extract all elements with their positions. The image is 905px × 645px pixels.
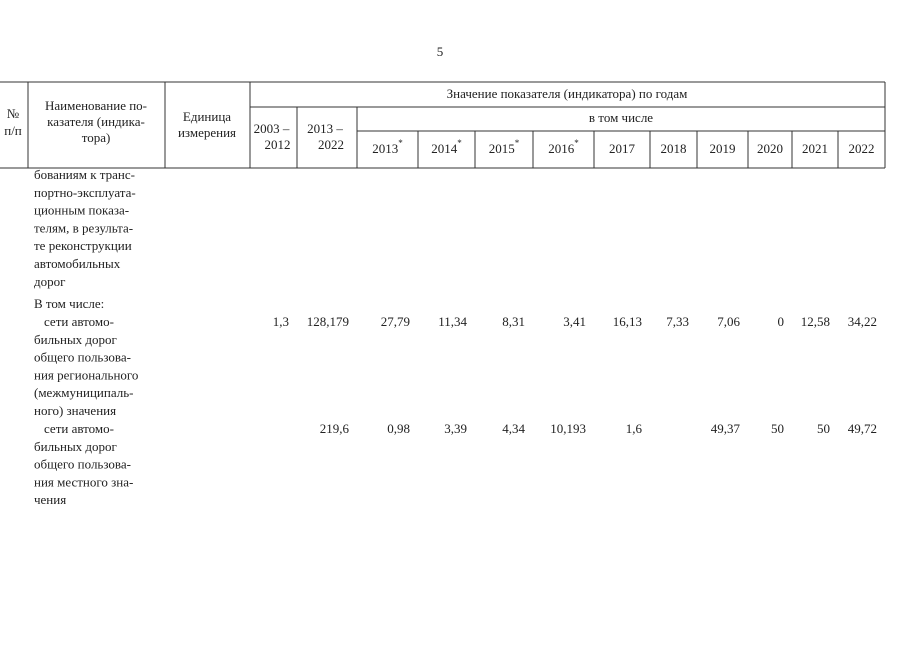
header-period: 2012 bbox=[265, 137, 291, 152]
cell-value: 3,41 bbox=[563, 314, 586, 329]
cell-value: 50 bbox=[817, 421, 830, 436]
cell-value: 3,39 bbox=[444, 421, 467, 436]
cell-value: 8,31 bbox=[502, 314, 525, 329]
row-name: бованиям к транс- bbox=[34, 167, 135, 182]
year-text: 2015 bbox=[489, 141, 515, 156]
header-year: 2017 bbox=[609, 141, 636, 156]
cell-value: 49,72 bbox=[848, 421, 877, 436]
page-number: 5 bbox=[437, 44, 444, 59]
year-note: * bbox=[574, 138, 579, 148]
row-name: ного) значения bbox=[34, 403, 116, 418]
row-name: дорог bbox=[34, 274, 65, 289]
year-note: * bbox=[457, 138, 462, 148]
cell-value: 11,34 bbox=[438, 314, 467, 329]
cell-value: 1,3 bbox=[273, 314, 289, 329]
cell-value: 49,37 bbox=[711, 421, 741, 436]
header-name: казателя (индика- bbox=[47, 114, 145, 129]
year-text: 2017 bbox=[609, 141, 636, 156]
header-year: 2022 bbox=[849, 141, 875, 156]
year-text: 2016 bbox=[548, 141, 575, 156]
year-text: 2014 bbox=[431, 141, 458, 156]
header-year: 2019 bbox=[710, 141, 736, 156]
row-name: телям, в результа- bbox=[34, 220, 133, 235]
row-name: сети автомо- bbox=[44, 314, 114, 329]
cell-value: 4,34 bbox=[502, 421, 525, 436]
cell-value: 16,13 bbox=[613, 314, 642, 329]
header-year: 2016* bbox=[548, 138, 579, 156]
header-period: 2003 – bbox=[254, 121, 290, 136]
header-unit: измерения bbox=[178, 125, 236, 140]
header-year: 2020 bbox=[757, 141, 783, 156]
row-name: портно-эксплуата- bbox=[34, 185, 136, 200]
year-note: * bbox=[515, 138, 520, 148]
header-year: 2018 bbox=[661, 141, 687, 156]
cell-value: 0 bbox=[778, 314, 785, 329]
cell-value: 128,179 bbox=[307, 314, 349, 329]
header-year: 2014* bbox=[431, 138, 462, 156]
year-text: 2021 bbox=[802, 141, 828, 156]
header-number: № bbox=[7, 106, 19, 121]
row-name: ния местного зна- bbox=[34, 474, 133, 489]
row-name: бильных дорог bbox=[34, 332, 117, 347]
year-text: 2018 bbox=[661, 141, 687, 156]
row-name: бильных дорог bbox=[34, 439, 117, 454]
row-name: ционным показа- bbox=[34, 203, 129, 218]
header-period: 2013 – bbox=[307, 121, 343, 136]
header-subgroup: в том числе bbox=[589, 110, 653, 125]
row-name: те реконструкции bbox=[34, 238, 132, 253]
row-name: (межмуниципаль- bbox=[34, 385, 133, 400]
row-name: общего пользова- bbox=[34, 457, 131, 472]
year-text: 2022 bbox=[849, 141, 875, 156]
year-text: 2019 bbox=[710, 141, 736, 156]
cell-value: 1,6 bbox=[626, 421, 643, 436]
cell-value: 219,6 bbox=[320, 421, 350, 436]
table-rules bbox=[0, 81, 886, 169]
header-period: 2022 bbox=[318, 137, 344, 152]
cell-value: 27,79 bbox=[381, 314, 410, 329]
header-year: 2021 bbox=[802, 141, 828, 156]
header-year: 2013* bbox=[372, 138, 403, 156]
row-name: сети автомо- bbox=[44, 421, 114, 436]
row-name: чения bbox=[34, 492, 66, 507]
year-note: * bbox=[398, 138, 403, 148]
cell-value: 50 bbox=[771, 421, 784, 436]
cell-value: 34,22 bbox=[848, 314, 877, 329]
row-name: В том числе: bbox=[34, 296, 104, 311]
year-text: 2013 bbox=[372, 141, 398, 156]
row-name: автомобильных bbox=[34, 256, 121, 271]
cell-value: 7,06 bbox=[717, 314, 740, 329]
row-name: ния регионального bbox=[34, 367, 138, 382]
year-text: 2020 bbox=[757, 141, 783, 156]
header-unit: Единица bbox=[183, 109, 231, 124]
header-name: Наименование по- bbox=[45, 98, 147, 113]
cell-value: 0,98 bbox=[387, 421, 410, 436]
cell-value: 12,58 bbox=[801, 314, 830, 329]
row-name: общего пользова- bbox=[34, 350, 131, 365]
header-group: Значение показателя (индикатора) по года… bbox=[447, 86, 688, 101]
header-number: п/п bbox=[4, 123, 22, 138]
header-year: 2015* bbox=[489, 138, 520, 156]
cell-value: 10,193 bbox=[550, 421, 586, 436]
header-name: тора) bbox=[82, 130, 111, 145]
cell-value: 7,33 bbox=[666, 314, 689, 329]
